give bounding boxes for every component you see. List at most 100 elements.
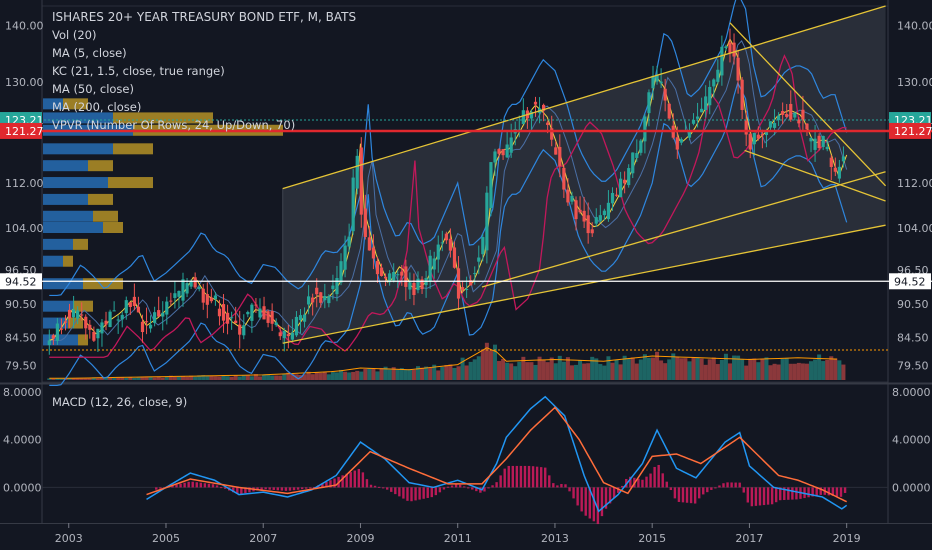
macd-tick-label-left: 0.0000 xyxy=(3,481,42,494)
volume-bar xyxy=(638,359,643,380)
volume-bar xyxy=(359,371,364,380)
volume-bar xyxy=(152,377,157,380)
candle-body xyxy=(72,309,76,318)
time-tick-label: 2009 xyxy=(346,532,374,545)
candle-body xyxy=(651,75,655,89)
volume-bar xyxy=(343,371,348,380)
price-label-left: 94.52 xyxy=(5,275,37,288)
macd-histogram-bar xyxy=(584,487,587,516)
price-tick-label-right: 104.00 xyxy=(897,222,932,235)
price-label-right: 121.27 xyxy=(894,125,932,138)
volume-bar xyxy=(448,364,453,380)
volume-bar xyxy=(590,356,595,380)
volume-bar xyxy=(176,376,181,380)
candle-body xyxy=(647,92,651,114)
candle-body xyxy=(383,276,388,279)
volume-bar xyxy=(274,375,279,380)
macd-histogram-bar xyxy=(373,485,377,488)
volume-bar xyxy=(748,358,753,380)
candle-body xyxy=(436,244,440,260)
volume-bar xyxy=(626,358,631,380)
volume-bar xyxy=(537,356,542,380)
macd-histogram-bar xyxy=(621,485,624,488)
volume-bar xyxy=(598,364,603,380)
volume-bar xyxy=(363,368,368,380)
volume-bar xyxy=(213,376,218,380)
candle-body xyxy=(667,103,671,119)
candle-body xyxy=(590,229,594,234)
volume-bar xyxy=(760,358,765,380)
candle-body xyxy=(302,314,307,322)
macd-histogram-bar xyxy=(511,465,515,488)
macd-histogram-bar xyxy=(487,487,490,489)
volume-bar xyxy=(47,378,52,380)
volume-bar xyxy=(622,355,627,380)
price-label-left: 121.27 xyxy=(5,125,44,138)
candle-body xyxy=(246,311,250,315)
time-tick-label: 2015 xyxy=(638,532,666,545)
candle-body xyxy=(768,121,773,128)
macd-histogram-bar xyxy=(377,486,381,488)
volume-bar xyxy=(411,369,416,380)
volume-bar xyxy=(233,375,238,380)
volume-bar xyxy=(436,370,441,380)
candle-body xyxy=(400,271,404,276)
volume-bar xyxy=(302,374,307,380)
macd-histogram-bar xyxy=(507,465,510,488)
volume-bar xyxy=(723,353,728,380)
time-tick-label: 2007 xyxy=(249,532,277,545)
vpvr-up-bar xyxy=(43,193,88,205)
candle-body xyxy=(614,194,619,196)
macd-tick-label-left: 4.0000 xyxy=(3,434,42,447)
time-tick-label: 2017 xyxy=(735,532,763,545)
volume-bar xyxy=(124,377,129,380)
volume-bar xyxy=(804,363,809,380)
candle-body xyxy=(396,274,400,276)
macd-histogram-bar xyxy=(207,483,211,488)
volume-bar xyxy=(257,376,262,380)
candle-body xyxy=(493,151,497,163)
price-label-right-bg xyxy=(889,273,931,290)
macd-histogram-bar xyxy=(649,473,652,488)
candle-body xyxy=(797,119,801,124)
volume-bar xyxy=(655,351,660,380)
volume-bar xyxy=(683,358,688,380)
macd-histogram-bar xyxy=(616,487,620,493)
volume-bar xyxy=(249,376,254,380)
candle-body xyxy=(509,137,513,153)
volume-bar xyxy=(278,375,283,380)
candle-body xyxy=(379,267,384,276)
vpvr-down-bar xyxy=(93,210,118,222)
macd-histogram-bar xyxy=(467,487,470,489)
candle-body xyxy=(416,278,420,291)
volume-bar xyxy=(557,355,562,380)
macd-histogram-bar xyxy=(223,487,227,489)
vpvr-down-bar xyxy=(108,177,153,189)
volume-bar xyxy=(813,359,818,380)
time-tick-label: 2019 xyxy=(833,532,861,545)
volume-bar xyxy=(391,367,396,380)
macd-histogram-bar xyxy=(596,487,600,525)
candle-body xyxy=(574,200,578,220)
macd-histogram-bar xyxy=(369,484,373,488)
macd-histogram-bar xyxy=(483,487,486,492)
macd-histogram-bar xyxy=(503,468,506,488)
candle-body xyxy=(177,290,181,297)
candle-body xyxy=(756,134,760,139)
volume-bar xyxy=(756,362,761,380)
volume-bar xyxy=(736,355,741,380)
volume-bar xyxy=(116,377,121,380)
candle-body xyxy=(428,255,432,282)
candle-body xyxy=(606,202,611,220)
macd-legend[interactable]: MACD (12, 26, close, 9) xyxy=(52,395,188,409)
macd-histogram-bar xyxy=(556,485,559,488)
macd-histogram-bar xyxy=(750,487,754,507)
vpvr-down-bar xyxy=(103,222,123,234)
candle-body xyxy=(691,119,696,124)
macd-histogram-bar xyxy=(523,465,527,488)
volume-bar xyxy=(172,376,177,380)
candle-body xyxy=(659,81,663,84)
macd-histogram-bar xyxy=(779,487,782,501)
candle-body xyxy=(76,310,80,319)
